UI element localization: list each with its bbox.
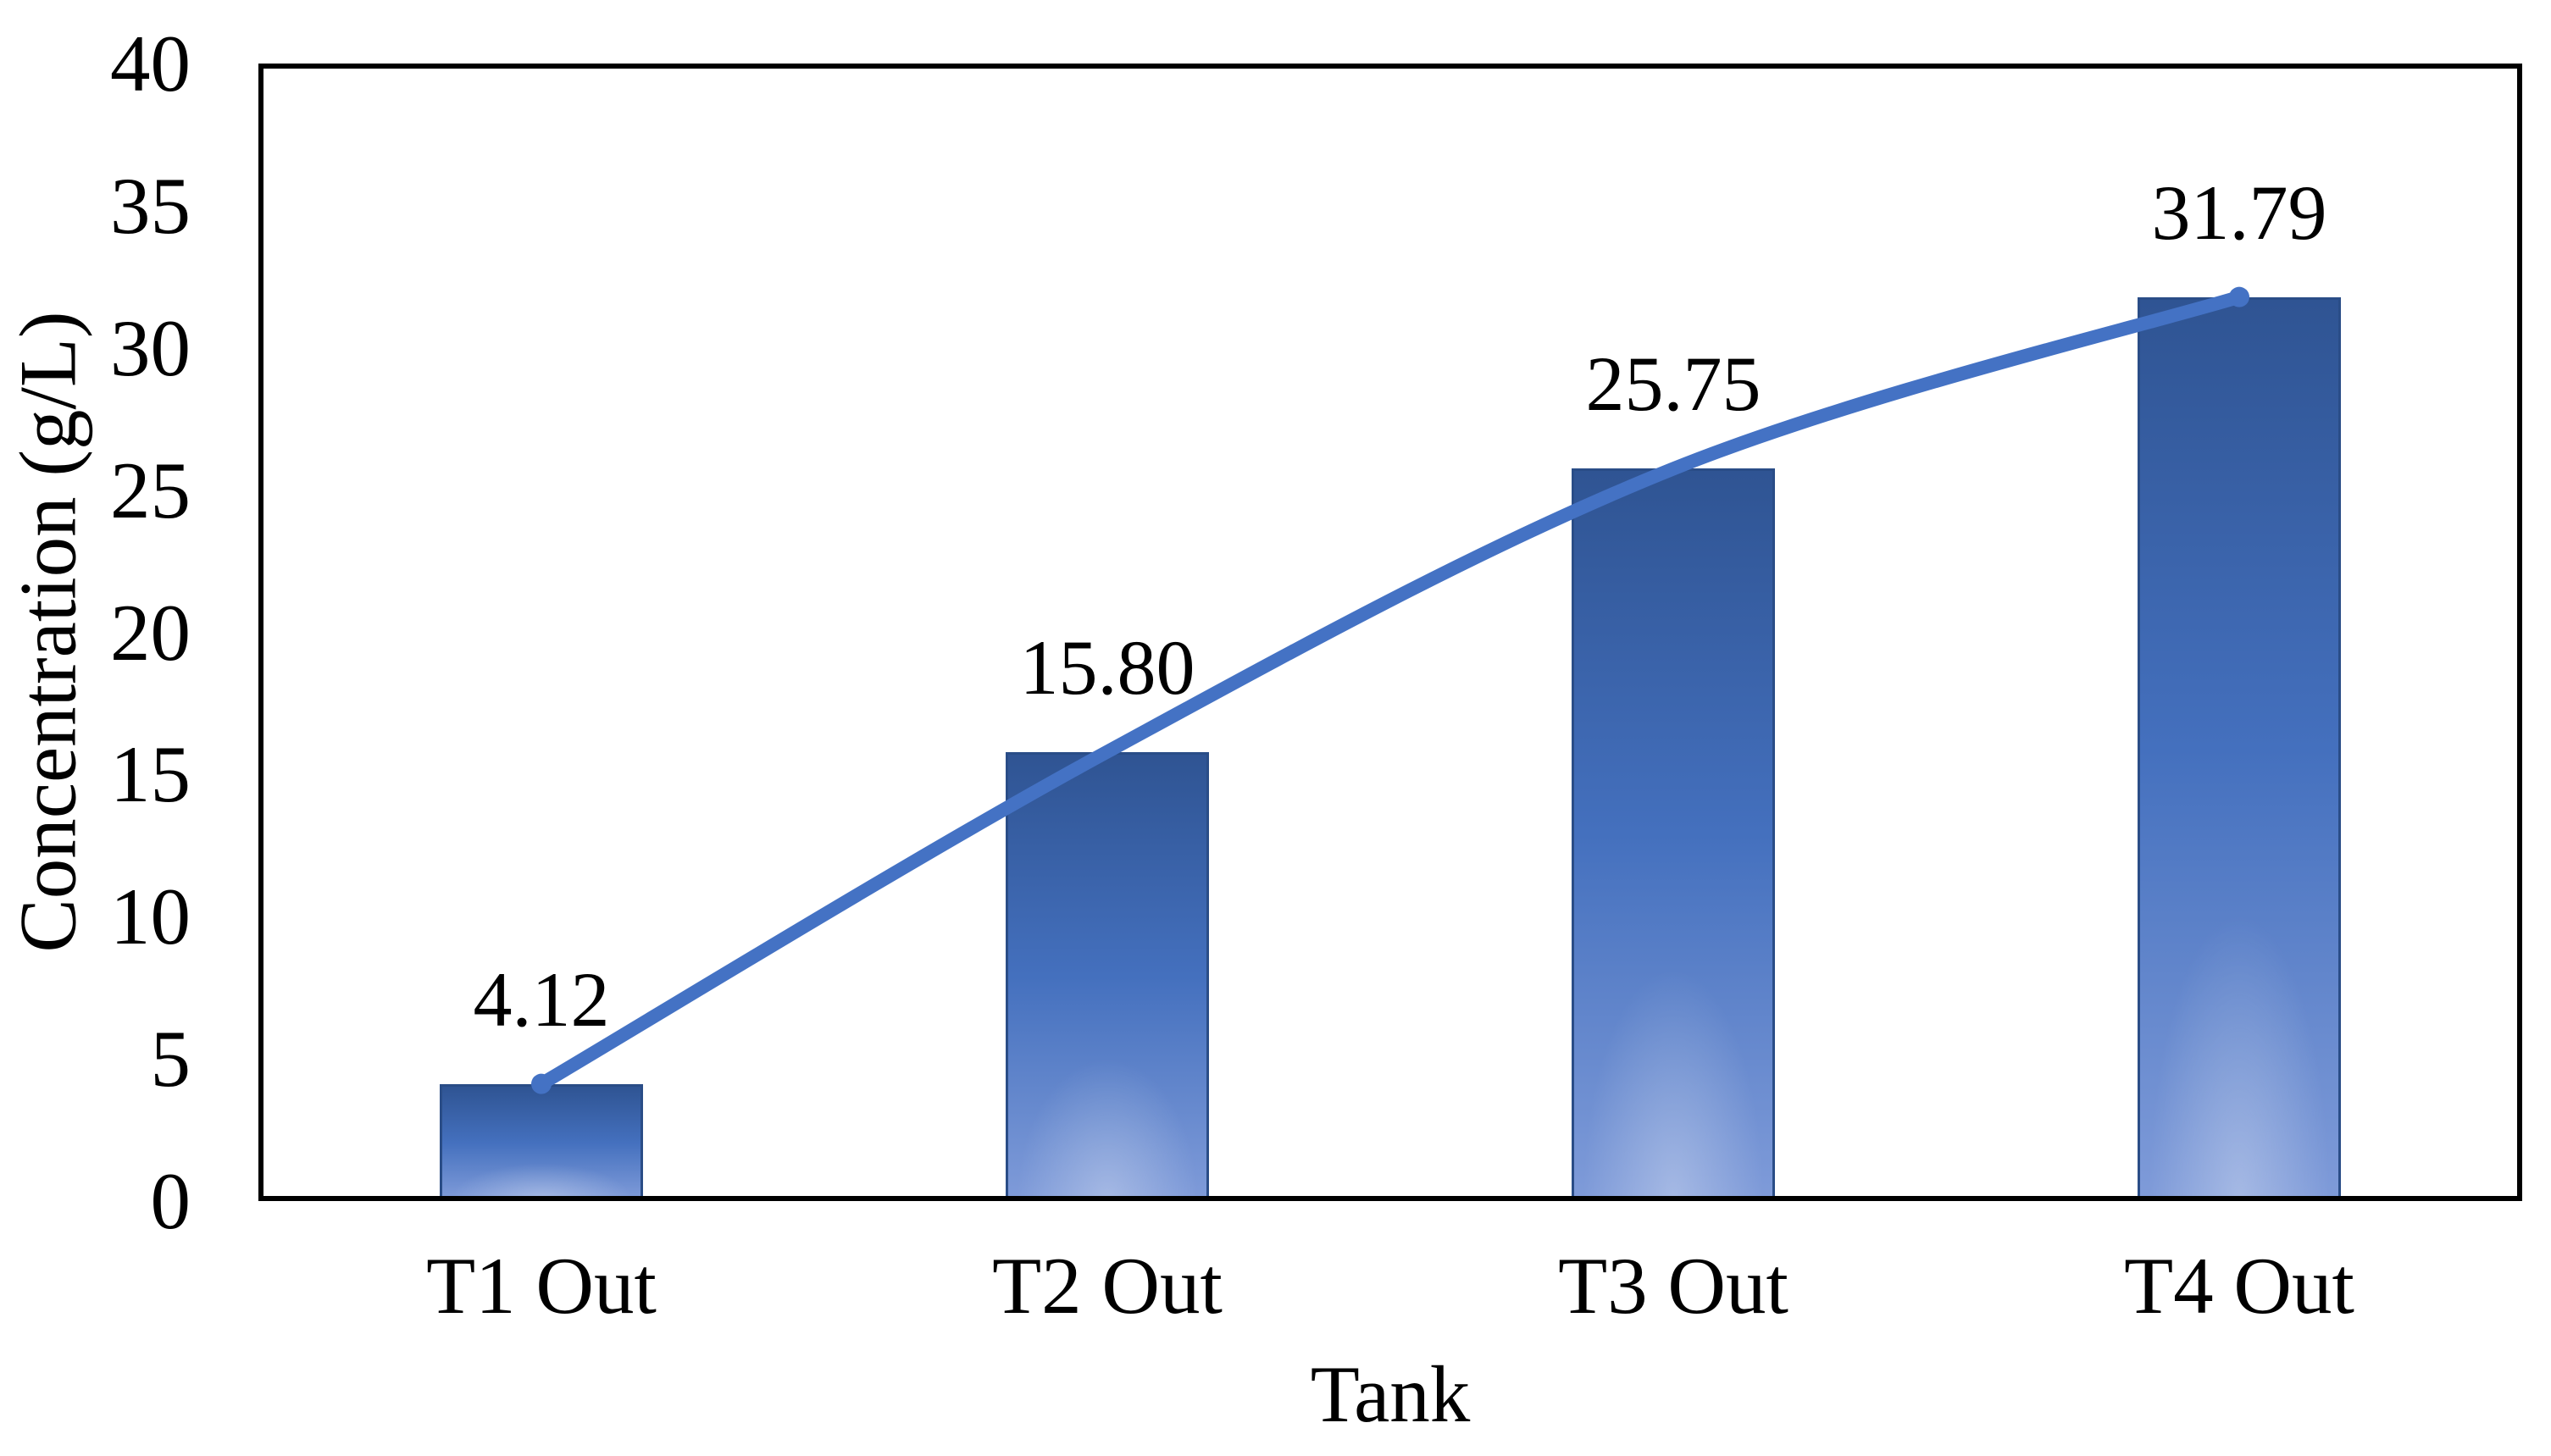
trend-line	[535, 290, 2246, 1091]
y-tick-15: 15	[110, 729, 191, 820]
trend-line-layer	[531, 286, 2249, 1094]
bar-t2-out	[1006, 751, 1209, 1201]
x-label-t2-out: T2 Out	[992, 1241, 1223, 1331]
y-tick-20: 20	[110, 587, 191, 678]
y-tick-25: 25	[110, 445, 191, 535]
y-tick-10: 10	[110, 872, 191, 962]
trend-line-end-cap	[2229, 286, 2249, 307]
y-tick-0: 0	[150, 1156, 191, 1246]
x-label-t1-out: T1 Out	[426, 1241, 657, 1331]
trend-line-start-cap	[531, 1073, 552, 1094]
value-label-t2-out: 15.80	[1019, 623, 1195, 711]
value-label-t1-out: 4.12	[473, 955, 610, 1043]
value-label-t4-out: 31.79	[2151, 169, 2327, 256]
x-label-t3-out: T3 Out	[1558, 1241, 1788, 1331]
y-tick-5: 5	[150, 1014, 191, 1104]
y-tick-35: 35	[110, 160, 191, 251]
y-tick-30: 30	[110, 302, 191, 393]
x-axis-title: Tank	[1310, 1349, 1471, 1439]
x-label-t4-out: T4 Out	[2124, 1241, 2354, 1331]
y-tick-40: 40	[110, 19, 191, 108]
value-label-t3-out: 25.75	[1585, 340, 1761, 428]
bar-t4-out	[2138, 296, 2341, 1201]
